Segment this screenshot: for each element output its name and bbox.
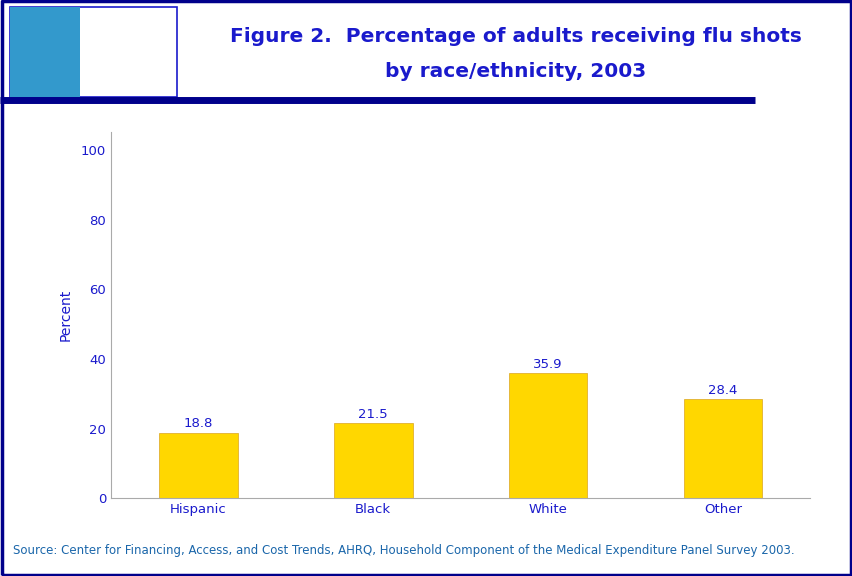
Y-axis label: Percent: Percent (59, 289, 72, 342)
Text: Source: Center for Financing, Access, and Cost Trends, AHRQ, Household Component: Source: Center for Financing, Access, an… (13, 544, 793, 556)
Text: by race/ethnicity, 2003: by race/ethnicity, 2003 (385, 62, 646, 81)
Text: Advancing
Excellence in
Health Care: Advancing Excellence in Health Care (101, 47, 156, 78)
Text: 35.9: 35.9 (532, 358, 562, 371)
Bar (682, 399, 762, 498)
Bar (333, 423, 412, 498)
Text: 18.8: 18.8 (183, 418, 213, 430)
Text: Figure 2.  Percentage of adults receiving flu shots: Figure 2. Percentage of adults receiving… (230, 26, 801, 46)
Text: 🦅: 🦅 (37, 39, 53, 62)
Bar (508, 373, 587, 498)
Bar (158, 433, 238, 498)
Text: 28.4: 28.4 (707, 384, 737, 397)
Text: AHRQ: AHRQ (99, 24, 158, 41)
Text: 21.5: 21.5 (358, 408, 388, 421)
